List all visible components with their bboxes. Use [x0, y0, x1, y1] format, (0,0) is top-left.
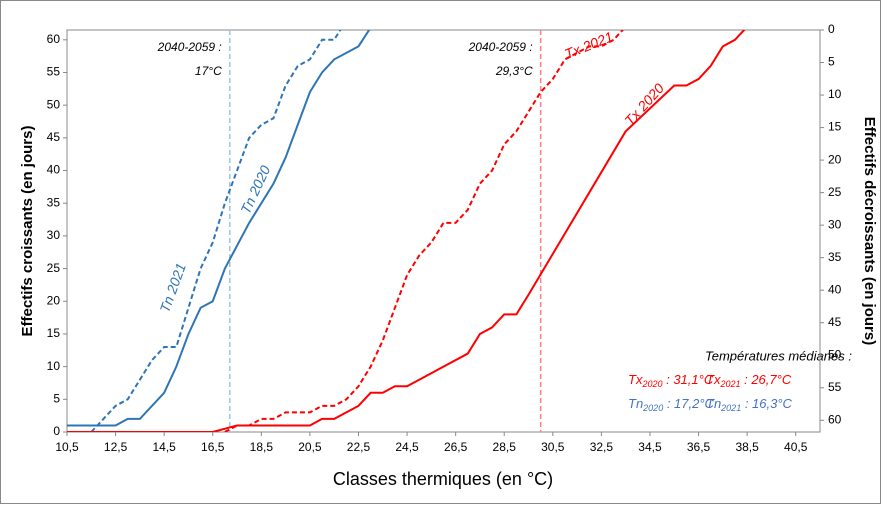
series-line [67, 30, 746, 432]
median-sub: 2021 [719, 379, 740, 389]
y-tick-label: 50 [47, 97, 61, 111]
x-tick-label: 14,5 [152, 440, 176, 454]
x-tick-label: 18,5 [250, 440, 274, 454]
y-tick-label: 40 [47, 163, 61, 177]
median-var: Tx [628, 372, 643, 387]
median-var: Tn [706, 396, 721, 411]
x-tick-label: 10,5 [55, 440, 79, 454]
y2-tick-label: 25 [828, 185, 842, 199]
median-text: : 17,2°C [663, 396, 714, 411]
median-text: : 16,3°C [741, 396, 792, 411]
x-tick-label: 34,5 [638, 440, 662, 454]
x-tick-label: 16,5 [201, 440, 225, 454]
y2-tick-label: 45 [828, 315, 842, 329]
y-axis-title: Effectifs croissants (en jours) [19, 126, 36, 337]
x-tick-label: 20,5 [298, 440, 322, 454]
x-tick-label: 28,5 [493, 440, 517, 454]
y2-tick-label: 0 [828, 22, 835, 36]
y-tick-label: 45 [47, 130, 61, 144]
y2-tick-label: 20 [828, 152, 842, 166]
x-tick-label: 22,5 [347, 440, 371, 454]
y-tick-label: 5 [53, 391, 60, 405]
lines [67, 30, 746, 432]
annotation: 17°C [195, 64, 222, 78]
y2-tick-label: 55 [828, 380, 842, 394]
median-entry: Tn2021 : 16,3°C [706, 396, 793, 413]
series-line [67, 30, 371, 427]
plot-area [66, 29, 821, 433]
series-line [90, 30, 342, 432]
x-tick-label: 12,5 [104, 440, 128, 454]
median-entry: Tn2020 : 17,2°C [628, 396, 715, 413]
median-var: Tn [628, 396, 643, 411]
annotation: 29,3°C [495, 64, 533, 78]
y2-tick-label: 10 [828, 87, 842, 101]
x-axis-title: Classes thermiques (en °C) [333, 469, 553, 489]
x-tick-label: 40,5 [784, 440, 808, 454]
y-tick-label: 10 [47, 359, 61, 373]
y2-tick-label: 50 [828, 347, 842, 361]
y2-tick-label: 35 [828, 250, 842, 264]
y-tick-label: 15 [47, 326, 61, 340]
median-title: Températures médianes : [705, 348, 852, 363]
median-entry: Tx2020 : 31,1°C [628, 372, 714, 389]
y-tick-label: 0 [53, 424, 60, 438]
series-line [224, 30, 625, 432]
median-entry: Tx2021 : 26,7°C [706, 372, 792, 389]
y2-tick-label: 15 [828, 120, 842, 134]
x-tick-label: 24,5 [395, 440, 419, 454]
x-tick-label: 38,5 [735, 440, 759, 454]
y2-tick-label: 60 [828, 412, 842, 426]
x-tick-label: 32,5 [590, 440, 614, 454]
y2-tick-label: 5 [828, 55, 835, 69]
median-var: Tx [706, 372, 721, 387]
median-text: : 31,1°C [662, 372, 713, 387]
median-sub: 2020 [641, 379, 662, 389]
y-tick-label: 55 [47, 65, 61, 79]
y-tick-label: 60 [47, 32, 61, 46]
y-tick-label: 30 [47, 228, 61, 242]
annotation: 2040-2059 : [468, 40, 533, 54]
y-tick-label: 35 [47, 195, 61, 209]
median-sub: 2020 [642, 403, 663, 413]
y2-tick-label: 30 [828, 217, 842, 231]
x-tick-label: 30,5 [541, 440, 565, 454]
annotation: 2040-2059 : [157, 40, 222, 54]
y2-axis-title: Effectifs décroissants (en jours) [861, 117, 878, 345]
y-tick-label: 25 [47, 261, 61, 275]
x-tick-label: 26,5 [444, 440, 468, 454]
y-tick-label: 20 [47, 293, 61, 307]
median-text: : 26,7°C [740, 372, 791, 387]
y2-tick-label: 40 [828, 282, 842, 296]
median-sub: 2021 [720, 403, 741, 413]
x-tick-label: 36,5 [687, 440, 711, 454]
